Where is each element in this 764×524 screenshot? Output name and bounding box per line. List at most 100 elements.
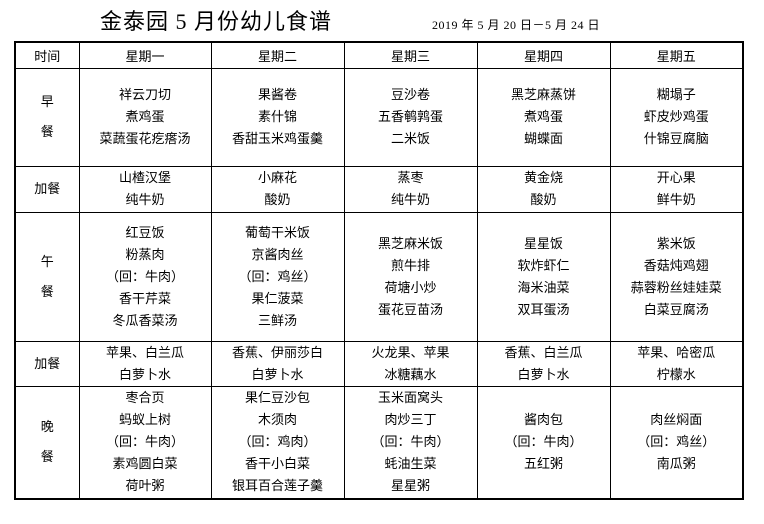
dish-item: 苹果、哈密瓜 [637,344,716,360]
dish-item: 星星饭 [523,235,563,251]
dish-item: 黑芝麻米饭 [377,235,443,251]
meal-label-lunch: 午餐 [14,211,80,342]
meal-label-text: 早餐 [40,94,54,139]
menu-cell-afternoon-snack-day1: 苹果、白兰瓜 白萝卜水 [78,340,212,387]
menu-cell-morning-snack-day5: 开心果 鲜牛奶 [609,165,744,213]
dish-item: 冬瓜香菜汤 [112,312,178,328]
dish-item: 京酱肉丝 [251,246,304,262]
dish-item: 果仁豆沙包 [244,390,310,406]
dish-item: 蝴蝶面 [523,131,563,146]
dish-item: 黑芝麻蒸饼 [510,87,576,102]
menu-cell-breakfast-day3: 豆沙卷五香鹌鹑蛋二米饭 [343,67,478,167]
menu-row-afternoon-snack: 加餐 苹果、白兰瓜 白萝卜水 香蕉、伊丽莎白 白萝卜水 火龙果、苹果 冰糖藕水 香蕉、白兰瓜白… [14,340,744,387]
dish-item: 双耳蛋汤 [517,301,570,317]
meal-label-breakfast: 早餐 [14,67,80,167]
menu-cell-lunch-day4: 星星饭软炸虾仁海米油菜双耳蛋汤 [476,211,611,342]
dish-item: 苹果、白兰瓜 [105,344,184,360]
menu-cell-morning-snack-day1: 山楂汉堡 纯牛奶 [78,165,212,213]
menu-cell-afternoon-snack-day2: 香蕉、伊丽莎白 白萝卜水 [210,340,345,387]
dish-item: 三鲜汤 [257,312,297,328]
dish-item: 星星粥 [390,478,430,494]
menu-row-lunch: 午餐 红豆饭 粉蒸肉 （回：牛肉） 香干芹菜 冬瓜香菜汤 葡萄干米饭 京酱肉丝 （回：鸡丝） 果仁… [14,211,744,342]
dish-item: 香甜玉米鸡蛋羹 [231,131,323,146]
dish-item: 红豆饭 [125,224,165,240]
dish-item: 素什锦 [257,109,297,124]
dish-item: （回：牛肉） [105,268,184,284]
menu-table: 时间 星期一 星期二 星期三 星期四 星期五 早餐 祥云刀切 煮鸡蛋 菜蔬蛋花疙瘩汤 果酱卷 素什… [14,41,744,500]
menu-row-breakfast: 早餐 祥云刀切 煮鸡蛋 菜蔬蛋花疙瘩汤 果酱卷 素什锦 香甜玉米鸡蛋羹 豆沙卷 五香鹌鹑蛋 二米饭… [14,67,744,167]
menu-cell-breakfast-day1: 祥云刀切煮鸡蛋菜蔬蛋花疙瘩汤 [78,67,212,167]
dish-item: 果酱卷 [257,87,297,102]
table-header-row: 时间 星期一 星期二 星期三 星期四 星期五 [14,41,744,69]
menu-row-morning-snack: 加餐 山楂汉堡 纯牛奶 小麻花 酸奶 蒸枣 纯牛奶 黄金烧 酸奶 开心果 鲜牛奶 [14,165,744,213]
dish-item: 蒜蓉粉丝娃娃菜 [630,279,722,295]
dish-item: 香蕉、伊丽莎白 [231,344,323,360]
dish-item: 煮鸡蛋 [523,109,563,124]
dish-item: 香菇炖鸡翅 [643,257,709,273]
dish-item: 粉蒸肉 [125,246,165,262]
dish-item: 海米油菜 [517,279,570,295]
day-column-header-3: 星期三 [343,41,478,69]
day-column-header-5: 星期五 [609,41,744,69]
dish-item: 葡萄干米饭 [244,224,310,240]
dish-item: 白萝卜水 [251,366,304,382]
dish-item: 煎牛排 [390,257,430,273]
dish-item: 蛋花豆苗汤 [377,301,443,317]
dish-item: 枣合页 [125,390,165,406]
dish-item: 木须肉 [257,412,297,428]
dish-item: 什锦豆腐脑 [643,131,709,146]
dish-item: 豆沙卷 [390,87,430,102]
menu-cell-dinner-day2: 果仁豆沙包 木须肉 （回：鸡肉） 香干小白菜 银耳百合莲子羹 [210,385,345,500]
dish-item: 纯牛奶 [390,192,430,207]
dish-item: 软炸虾仁 [517,257,570,273]
dish-item: 荷塘小炒 [384,279,437,295]
dish-item: 柠檬水 [656,366,696,382]
dish-item: 银耳百合莲子羹 [231,478,323,494]
dish-item: 小麻花 [257,170,297,185]
dish-item: 果仁菠菜 [251,290,304,306]
dish-item: 五红粥 [523,456,563,472]
dish-item: 五香鹌鹑蛋 [377,109,443,124]
dish-item: 菜蔬蛋花疙瘩汤 [99,131,191,146]
meal-label-morning-snack: 加餐 [14,165,80,213]
menu-cell-breakfast-day2: 果酱卷素什锦香甜玉米鸡蛋羹 [210,67,345,167]
dish-item: （回：牛肉） [105,434,184,450]
meal-label-afternoon-snack: 加餐 [14,340,80,387]
dish-item: 酱肉包 [523,412,563,428]
dish-item: 白菜豆腐汤 [643,301,709,317]
dish-item: 二米饭 [390,131,430,146]
menu-cell-dinner-day4: 酱肉包 （回：牛肉） 五红粥 [476,385,611,500]
dish-item: 南瓜粥 [656,456,696,472]
dish-item: 酸奶 [530,192,557,207]
dish-item: 煮鸡蛋 [125,109,165,124]
meal-label-text: 晚餐 [40,419,54,465]
dish-item: 玉米面窝头 [377,390,443,406]
dish-item: 酸奶 [264,192,291,207]
dish-item: 祥云刀切 [118,87,171,102]
menu-cell-dinner-day5: 肉丝焖面 （回：鸡丝） 南瓜粥 [609,385,744,500]
dish-item: 蒸枣 [397,170,424,185]
dish-item: （回：鸡肉） [238,434,317,450]
meal-label-text: 加餐 [34,181,61,196]
day-column-header-4: 星期四 [476,41,611,69]
menu-cell-dinner-day1: 枣合页 蚂蚁上树 （回：牛肉） 素鸡圆白菜 荷叶粥 [78,385,212,500]
menu-cell-afternoon-snack-day5: 苹果、哈密瓜 柠檬水 [609,340,744,387]
dish-item: 肉丝焖面 [650,412,703,428]
menu-cell-lunch-day1: 红豆饭粉蒸肉 （回：牛肉） 香干芹菜冬瓜香菜汤 [78,211,212,342]
dish-item: 冰糖藕水 [384,366,437,382]
menu-cell-morning-snack-day3: 蒸枣 纯牛奶 [343,165,478,213]
meal-label-dinner: 晚餐 [14,385,80,500]
dish-item: 荷叶粥 [125,478,165,494]
date-range: 2019 年 5 月 20 日－5 月 24 日 [432,18,601,32]
dish-item: 肉炒三丁 [384,412,437,428]
dish-item: 蚂蚁上树 [118,412,171,428]
dish-item: 开心果 [656,170,696,185]
dish-item: 香干芹菜 [118,290,171,306]
dish-item: 白萝卜水 [517,366,570,382]
menu-row-dinner: 晚餐 枣合页 蚂蚁上树 （回：牛肉） 素鸡圆白菜 荷叶粥 果仁豆沙包 木须肉 （回：鸡肉） 香干小… [14,385,744,500]
dish-item: （回：牛肉） [371,434,450,450]
meal-label-text: 午餐 [40,253,54,299]
day-column-header-1: 星期一 [78,41,212,69]
doc-header: 金泰园 5 月份幼儿食谱 2019 年 5 月 20 日－5 月 24 日 [14,4,742,36]
